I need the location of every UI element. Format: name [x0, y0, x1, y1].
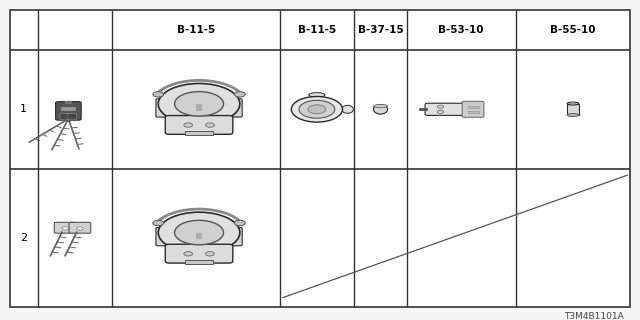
- Text: B-11-5: B-11-5: [298, 25, 336, 35]
- Bar: [196, 104, 202, 111]
- Bar: [196, 233, 202, 239]
- Text: 1: 1: [20, 104, 27, 114]
- Text: 2: 2: [20, 233, 27, 243]
- FancyBboxPatch shape: [165, 116, 233, 134]
- Circle shape: [62, 227, 68, 230]
- Circle shape: [205, 123, 214, 127]
- Text: B-37-15: B-37-15: [358, 25, 403, 35]
- Circle shape: [234, 220, 245, 226]
- Circle shape: [205, 252, 214, 256]
- Circle shape: [158, 84, 240, 124]
- Circle shape: [77, 227, 83, 230]
- Circle shape: [153, 220, 164, 226]
- Bar: [468, 111, 479, 113]
- Circle shape: [437, 105, 444, 108]
- FancyBboxPatch shape: [165, 244, 233, 263]
- FancyBboxPatch shape: [156, 99, 173, 117]
- Circle shape: [153, 92, 164, 97]
- Circle shape: [158, 212, 240, 253]
- FancyBboxPatch shape: [462, 101, 484, 117]
- Text: B-11-5: B-11-5: [177, 25, 215, 35]
- FancyBboxPatch shape: [54, 222, 76, 233]
- Circle shape: [299, 100, 335, 118]
- Bar: [186, 131, 212, 135]
- FancyBboxPatch shape: [225, 228, 242, 246]
- Bar: [186, 260, 212, 264]
- FancyBboxPatch shape: [56, 102, 81, 120]
- Circle shape: [308, 105, 326, 114]
- FancyBboxPatch shape: [156, 228, 173, 246]
- FancyBboxPatch shape: [69, 222, 91, 233]
- Text: B-53-10: B-53-10: [438, 25, 484, 35]
- Ellipse shape: [570, 103, 576, 104]
- Ellipse shape: [309, 93, 325, 97]
- FancyBboxPatch shape: [68, 114, 77, 120]
- Ellipse shape: [374, 105, 388, 108]
- Circle shape: [291, 97, 342, 122]
- Ellipse shape: [342, 105, 353, 113]
- Circle shape: [175, 92, 223, 116]
- Bar: [567, 104, 579, 115]
- Ellipse shape: [65, 101, 72, 104]
- Circle shape: [437, 110, 444, 114]
- Text: B-55-10: B-55-10: [550, 25, 596, 35]
- Bar: [468, 106, 479, 108]
- Ellipse shape: [567, 102, 579, 105]
- Circle shape: [184, 252, 193, 256]
- Bar: [61, 107, 76, 110]
- Text: T3M4B1101A: T3M4B1101A: [564, 312, 624, 320]
- Circle shape: [234, 92, 245, 97]
- Circle shape: [184, 123, 193, 127]
- Ellipse shape: [567, 114, 579, 116]
- FancyBboxPatch shape: [425, 103, 472, 116]
- Ellipse shape: [374, 105, 388, 114]
- FancyBboxPatch shape: [225, 99, 242, 117]
- Circle shape: [175, 220, 223, 245]
- FancyBboxPatch shape: [60, 114, 69, 120]
